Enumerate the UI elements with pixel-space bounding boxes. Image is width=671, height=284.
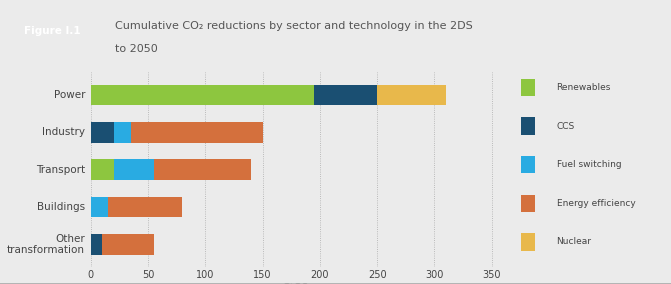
Bar [154, 159, 251, 180]
FancyBboxPatch shape [521, 195, 535, 212]
Text: Fuel switching: Fuel switching [556, 160, 621, 169]
Text: CCS: CCS [556, 122, 575, 131]
Bar [91, 122, 113, 143]
Bar [131, 122, 262, 143]
Text: to 2050: to 2050 [115, 44, 158, 54]
Text: Nuclear: Nuclear [556, 237, 592, 247]
Text: Figure I.1: Figure I.1 [23, 26, 81, 36]
Bar [113, 122, 131, 143]
FancyBboxPatch shape [521, 156, 535, 174]
FancyBboxPatch shape [521, 233, 535, 251]
Bar [113, 159, 154, 180]
FancyBboxPatch shape [521, 79, 535, 96]
FancyBboxPatch shape [521, 117, 535, 135]
Text: Cumulative CO₂ reductions by sector and technology in the 2DS: Cumulative CO₂ reductions by sector and … [115, 21, 473, 31]
X-axis label: GtCO₂: GtCO₂ [281, 283, 313, 284]
Bar [91, 159, 113, 180]
Bar [91, 234, 102, 255]
Bar [377, 85, 446, 105]
Bar [91, 197, 108, 217]
Bar [102, 234, 154, 255]
Text: Renewables: Renewables [556, 83, 611, 92]
Bar [108, 197, 183, 217]
Text: Energy efficiency: Energy efficiency [556, 199, 635, 208]
Bar [91, 85, 314, 105]
Bar [314, 85, 377, 105]
